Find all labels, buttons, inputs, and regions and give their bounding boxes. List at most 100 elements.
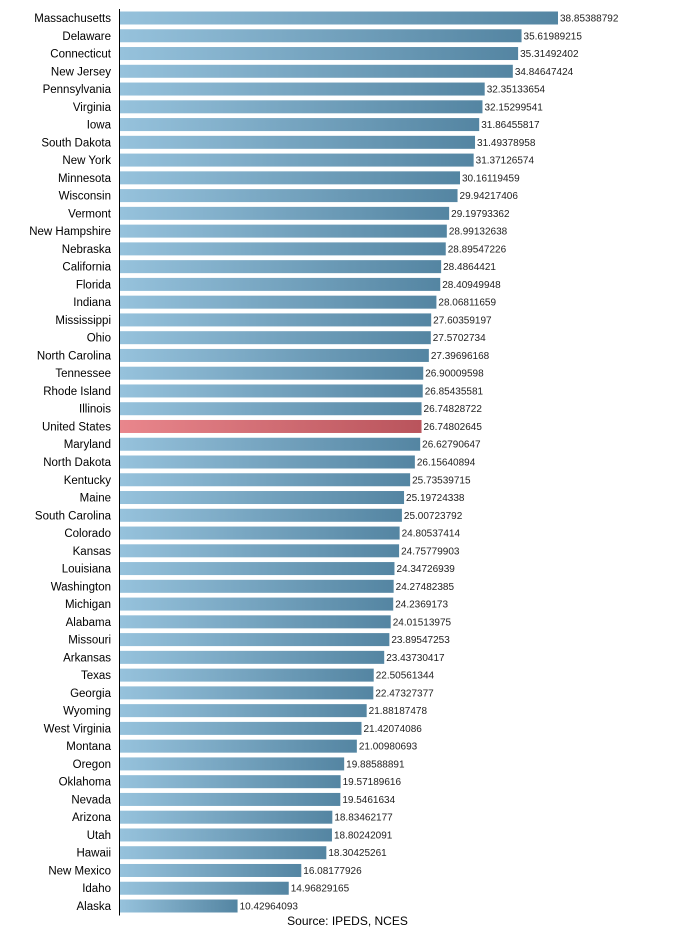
category-label-new-jersey: New Jersey [51, 66, 111, 78]
bar-maryland [120, 437, 421, 451]
value-label-virginia: 32.15299541 [484, 102, 543, 113]
category-label-south-dakota: South Dakota [41, 137, 111, 149]
value-label-mississippi: 27.60359197 [433, 315, 492, 326]
bar-connecticut [120, 47, 519, 61]
category-label-michigan: Michigan [65, 599, 111, 611]
value-label-west-virginia: 21.42074086 [363, 724, 422, 735]
bar-new-mexico [120, 863, 302, 877]
category-label-california: California [62, 262, 111, 274]
category-label-alabama: Alabama [66, 617, 112, 629]
bar-united-states [120, 419, 422, 433]
value-label-ohio: 27.5702734 [433, 333, 486, 344]
category-label-rhode-island: Rhode Island [43, 386, 111, 398]
value-label-idaho: 14.96829165 [291, 884, 350, 895]
bar-maine [120, 491, 405, 505]
bar-new-jersey [120, 64, 513, 78]
bar-idaho [120, 881, 289, 895]
value-label-arizona: 18.83462177 [334, 813, 393, 824]
bar-north-carolina [120, 348, 429, 362]
category-label-illinois: Illinois [79, 404, 111, 416]
value-label-delaware: 35.61989215 [524, 31, 583, 42]
category-label-mississippi: Mississippi [55, 315, 111, 327]
category-label-maryland: Maryland [64, 439, 111, 451]
value-label-new-hampshire: 28.99132638 [449, 227, 508, 238]
category-label-south-carolina: South Carolina [35, 510, 112, 522]
category-label-vermont: Vermont [68, 208, 112, 220]
category-label-washington: Washington [51, 581, 111, 593]
value-label-rhode-island: 26.85435581 [425, 386, 484, 397]
bar-virginia [120, 100, 483, 114]
bar-nebraska [120, 242, 446, 256]
category-label-united-states: United States [42, 421, 111, 433]
category-label-arkansas: Arkansas [63, 652, 111, 664]
bar-california [120, 260, 442, 274]
value-label-iowa: 31.86455817 [481, 120, 540, 131]
value-label-washington: 24.27482385 [396, 582, 455, 593]
bar-oregon [120, 757, 345, 771]
value-label-nebraska: 28.89547226 [448, 244, 507, 255]
bar-arkansas [120, 650, 385, 664]
bar-texas [120, 668, 374, 682]
bar-kentucky [120, 473, 411, 487]
value-label-united-states: 26.74802645 [424, 422, 483, 433]
category-label-delaware: Delaware [62, 31, 111, 43]
value-label-south-carolina: 25.00723792 [404, 511, 463, 522]
category-label-iowa: Iowa [87, 120, 112, 132]
value-label-wyoming: 21.88187478 [369, 706, 428, 717]
bar-missouri [120, 633, 390, 647]
category-label-missouri: Missouri [68, 635, 111, 647]
bar-illinois [120, 402, 422, 416]
value-label-maine: 25.19724338 [406, 493, 465, 504]
category-label-georgia: Georgia [70, 688, 112, 700]
value-label-new-jersey: 34.84647424 [515, 67, 574, 78]
value-label-tennessee: 26.90009598 [425, 369, 484, 380]
bar-arizona [120, 810, 333, 824]
category-label-massachusetts: Massachusetts [34, 13, 111, 25]
category-label-connecticut: Connecticut [50, 49, 112, 61]
bar-michigan [120, 597, 394, 611]
bar-nevada [120, 792, 341, 806]
bar-south-dakota [120, 135, 476, 149]
value-label-indiana: 28.06811659 [438, 298, 496, 309]
value-label-kansas: 24.75779903 [401, 546, 460, 557]
value-label-north-dakota: 26.15640894 [417, 458, 476, 469]
bar-tennessee [120, 366, 424, 380]
category-label-west-virginia: West Virginia [44, 723, 112, 735]
bar-washington [120, 579, 394, 593]
category-label-nebraska: Nebraska [62, 244, 112, 256]
bar-hawaii [120, 846, 327, 860]
value-label-pennsylvania: 32.35133654 [487, 85, 546, 96]
value-label-minnesota: 30.16119459 [462, 173, 520, 184]
category-label-oregon: Oregon [73, 759, 111, 771]
category-label-wisconsin: Wisconsin [59, 191, 111, 203]
value-label-michigan: 24.2369173 [395, 600, 448, 611]
category-label-new-hampshire: New Hampshire [29, 226, 111, 238]
value-label-montana: 21.00980693 [359, 742, 418, 753]
source-note: Source: IPEDS, NCES [287, 914, 408, 928]
bar-iowa [120, 118, 480, 132]
value-label-utah: 18.80242091 [334, 830, 393, 841]
category-label-ohio: Ohio [87, 333, 111, 345]
bar-florida [120, 277, 441, 291]
bar-rhode-island [120, 384, 423, 398]
value-label-hawaii: 18.30425261 [328, 848, 387, 859]
value-label-california: 28.4864421 [443, 262, 496, 273]
category-label-north-carolina: North Carolina [37, 350, 112, 362]
value-label-maryland: 26.62790647 [422, 440, 481, 451]
category-labels: Massachusetts Delaware Connecticut New Jers… [29, 13, 112, 913]
bar-mississippi [120, 313, 432, 327]
category-label-idaho: Idaho [82, 883, 111, 895]
category-label-florida: Florida [76, 279, 112, 291]
bar-louisiana [120, 562, 395, 576]
value-label-colorado: 24.80537414 [402, 529, 461, 540]
value-label-north-carolina: 27.39696168 [431, 351, 490, 362]
value-label-texas: 22.50561344 [376, 671, 435, 682]
bar-vermont [120, 206, 450, 220]
category-label-north-dakota: North Dakota [43, 457, 111, 469]
bar-indiana [120, 295, 437, 309]
value-label-kentucky: 25.73539715 [412, 475, 471, 486]
value-label-alaska: 10.42964093 [240, 902, 299, 913]
bars-group [120, 11, 558, 913]
bar-new-hampshire [120, 224, 447, 238]
